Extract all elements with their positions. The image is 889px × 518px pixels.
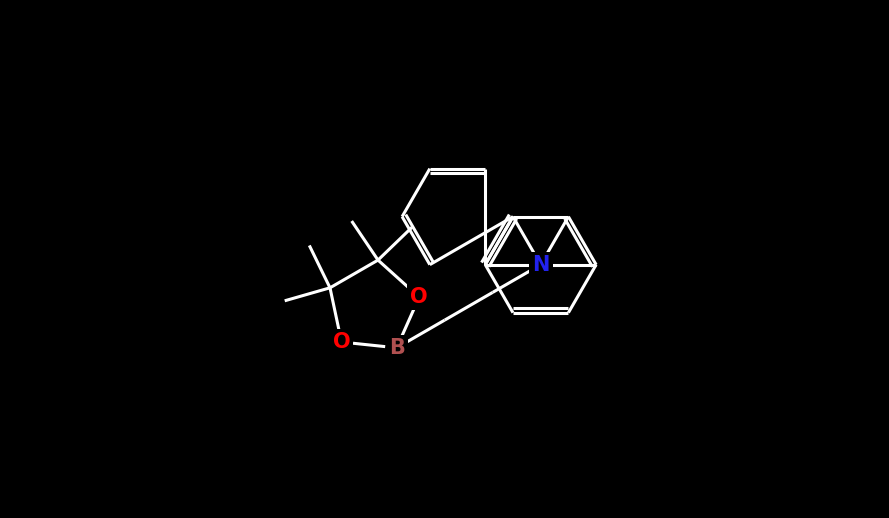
- Text: O: O: [411, 287, 428, 307]
- Text: B: B: [388, 338, 404, 358]
- Text: N: N: [532, 255, 549, 275]
- Text: O: O: [332, 332, 350, 352]
